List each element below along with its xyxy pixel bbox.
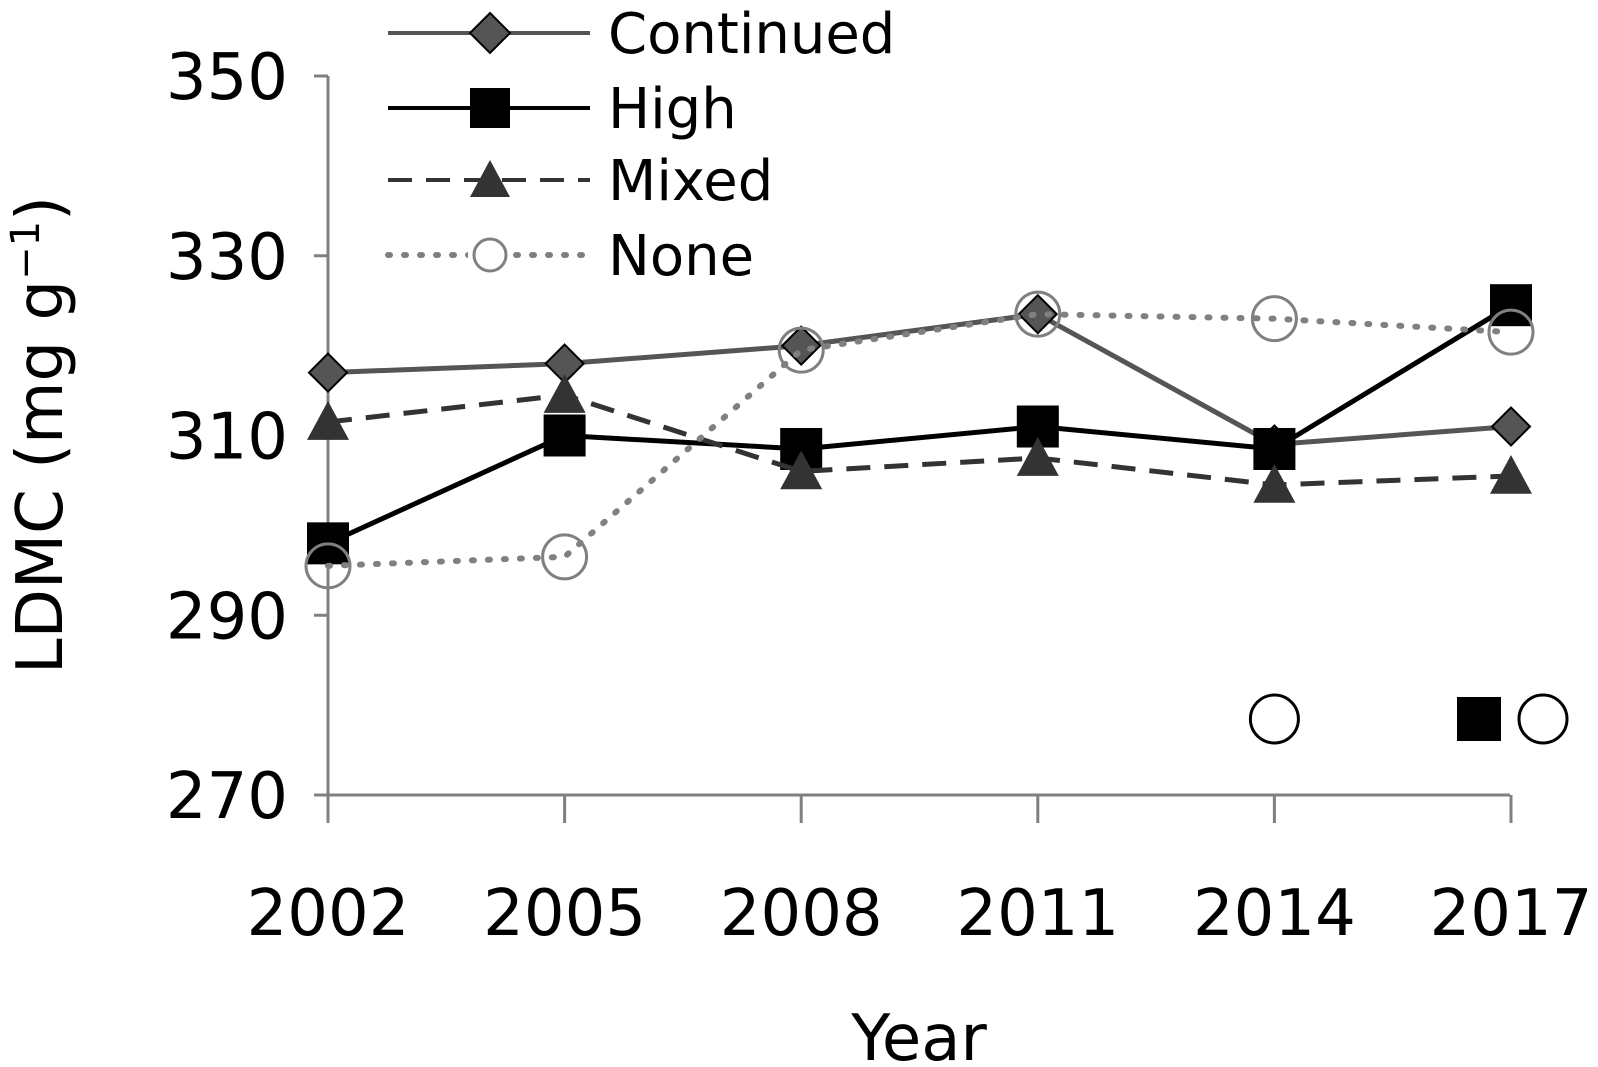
y-tick-label: 290 — [166, 580, 288, 654]
data-point-high — [543, 414, 586, 457]
significance-markers — [1248, 693, 1569, 745]
y-axis-title-sup: −1 — [3, 221, 49, 280]
y-tick-label: 350 — [166, 41, 288, 115]
series-line-high — [326, 303, 1513, 546]
x-tick-label: 2002 — [247, 877, 410, 951]
data-point-mixed — [1490, 454, 1532, 494]
data-point-mixed — [307, 401, 349, 440]
significance-circle — [1517, 693, 1569, 745]
series-layer — [304, 284, 1535, 590]
data-point-none — [1014, 290, 1062, 338]
legend-marker-none — [472, 237, 508, 273]
legend-marker-high — [470, 88, 510, 128]
x-tick-label: 2008 — [720, 877, 883, 951]
data-point-none — [304, 542, 352, 590]
x-tick-label: 2014 — [1193, 877, 1356, 951]
y-tick-label: 310 — [166, 401, 288, 475]
y-axis-title-main: LDMC (mg g — [4, 280, 78, 674]
data-point-high — [1253, 427, 1296, 470]
legend-item-none: None — [385, 224, 754, 289]
data-point-none — [777, 326, 825, 374]
data-point-none — [1487, 308, 1535, 356]
x-ticks: 2002 2005 2008 2011 2014 2017 — [247, 795, 1593, 951]
significance-circle — [1248, 693, 1300, 745]
series-none — [304, 290, 1535, 590]
data-point-mixed — [1016, 436, 1059, 476]
y-axis-title-close: ) — [4, 196, 78, 221]
legend-marker-continued — [468, 11, 512, 55]
data-point-high — [1490, 284, 1532, 327]
series-high — [307, 284, 1532, 565]
y-axis-title: LDMC (mg g−1) — [3, 196, 78, 674]
data-point-continued — [780, 325, 822, 367]
legend-item-mixed: Mixed — [388, 149, 773, 214]
series-line-mixed — [327, 392, 1512, 488]
series-line-none — [325, 311, 1514, 569]
data-point-continued — [1017, 293, 1059, 335]
data-point-continued — [1490, 406, 1532, 447]
x-axis-title: Year — [850, 1002, 987, 1067]
legend-marker-mixed — [470, 160, 510, 197]
significance-square — [1457, 697, 1501, 741]
legend-item-high: High — [388, 77, 737, 142]
legend-label-none: None — [608, 224, 754, 289]
data-point-mixed — [1253, 463, 1296, 503]
legend: Continued High Mixed None — [385, 2, 895, 289]
x-tick-label: 2005 — [483, 877, 646, 951]
x-tick-label: 2011 — [956, 877, 1119, 951]
series-mixed — [307, 374, 1532, 503]
data-point-continued — [307, 352, 349, 394]
y-ticks: 270 290 310 330 350 — [166, 41, 328, 834]
legend-label-mixed: Mixed — [608, 149, 773, 214]
data-point-none — [1250, 295, 1298, 343]
data-point-mixed — [543, 374, 586, 413]
y-tick-label: 270 — [166, 760, 288, 834]
data-point-mixed — [780, 450, 823, 490]
legend-label-high: High — [608, 77, 737, 142]
legend-item-continued: Continued — [388, 2, 895, 67]
legend-label-continued: Continued — [608, 2, 895, 67]
y-tick-label: 330 — [166, 221, 288, 295]
data-point-none — [541, 533, 589, 581]
x-tick-label: 2017 — [1430, 877, 1593, 951]
